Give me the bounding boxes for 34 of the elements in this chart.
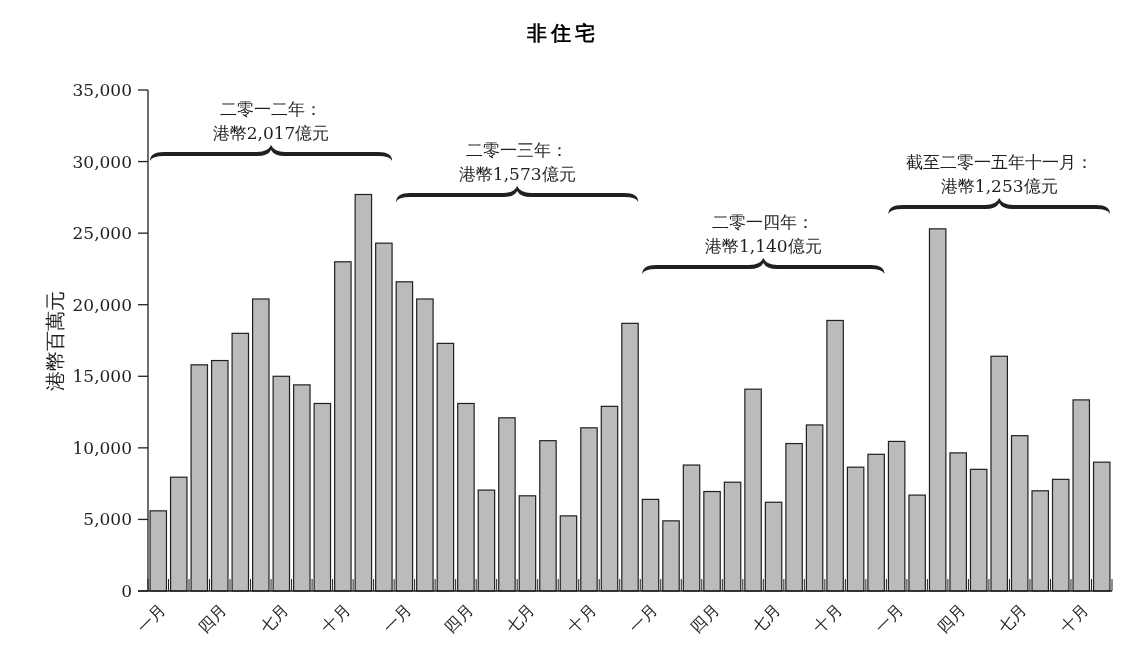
annotation: 二零一二年： bbox=[220, 99, 323, 119]
annotation: 二零一四年： bbox=[712, 212, 815, 232]
x-tick-label: 七月 bbox=[256, 600, 293, 637]
y-tick-label: 5,000 bbox=[83, 509, 132, 530]
y-tick-label: 0 bbox=[121, 581, 132, 601]
annotation: 港幣1,573億元 bbox=[458, 164, 576, 184]
annotation: 港幣1,140億元 bbox=[704, 236, 822, 256]
x-tick-label: 一月 bbox=[133, 600, 170, 637]
annotation: 二零一三年： bbox=[466, 140, 569, 160]
x-tick-label: 一月 bbox=[625, 600, 662, 637]
y-tick-label: 10,000 bbox=[72, 437, 132, 458]
x-tick-label: 七月 bbox=[502, 600, 539, 637]
x-tick-label: 四月 bbox=[194, 600, 231, 637]
y-tick-label: 35,000 bbox=[72, 80, 132, 100]
y-tick-label: 20,000 bbox=[72, 294, 132, 315]
x-tick-label: 四月 bbox=[686, 600, 723, 637]
x-tick-label: 七月 bbox=[748, 600, 785, 637]
x-tick-label: 十月 bbox=[809, 600, 846, 637]
y-axis-title: 港幣百萬元 bbox=[43, 290, 67, 391]
x-tick-label: 四月 bbox=[440, 600, 477, 637]
annotation: 港幣1,253億元 bbox=[940, 176, 1058, 196]
x-tick-label: 四月 bbox=[932, 600, 969, 637]
x-tick-label: 十月 bbox=[563, 600, 600, 637]
x-tick-label: 一月 bbox=[871, 600, 908, 637]
y-tick-label: 15,000 bbox=[72, 366, 132, 387]
x-tick-label: 十月 bbox=[1056, 600, 1093, 637]
x-tick-label: 十月 bbox=[317, 600, 354, 637]
annotation: 港幣2,017億元 bbox=[212, 123, 330, 143]
y-tick-label: 30,000 bbox=[72, 151, 132, 172]
x-tick-label: 一月 bbox=[379, 600, 416, 637]
annotation: 截至二零一五年十一月： bbox=[905, 152, 1093, 172]
x-tick-label: 七月 bbox=[994, 600, 1031, 637]
y-tick-label: 25,000 bbox=[72, 223, 132, 244]
chart-title: 非住宅 bbox=[526, 21, 599, 45]
